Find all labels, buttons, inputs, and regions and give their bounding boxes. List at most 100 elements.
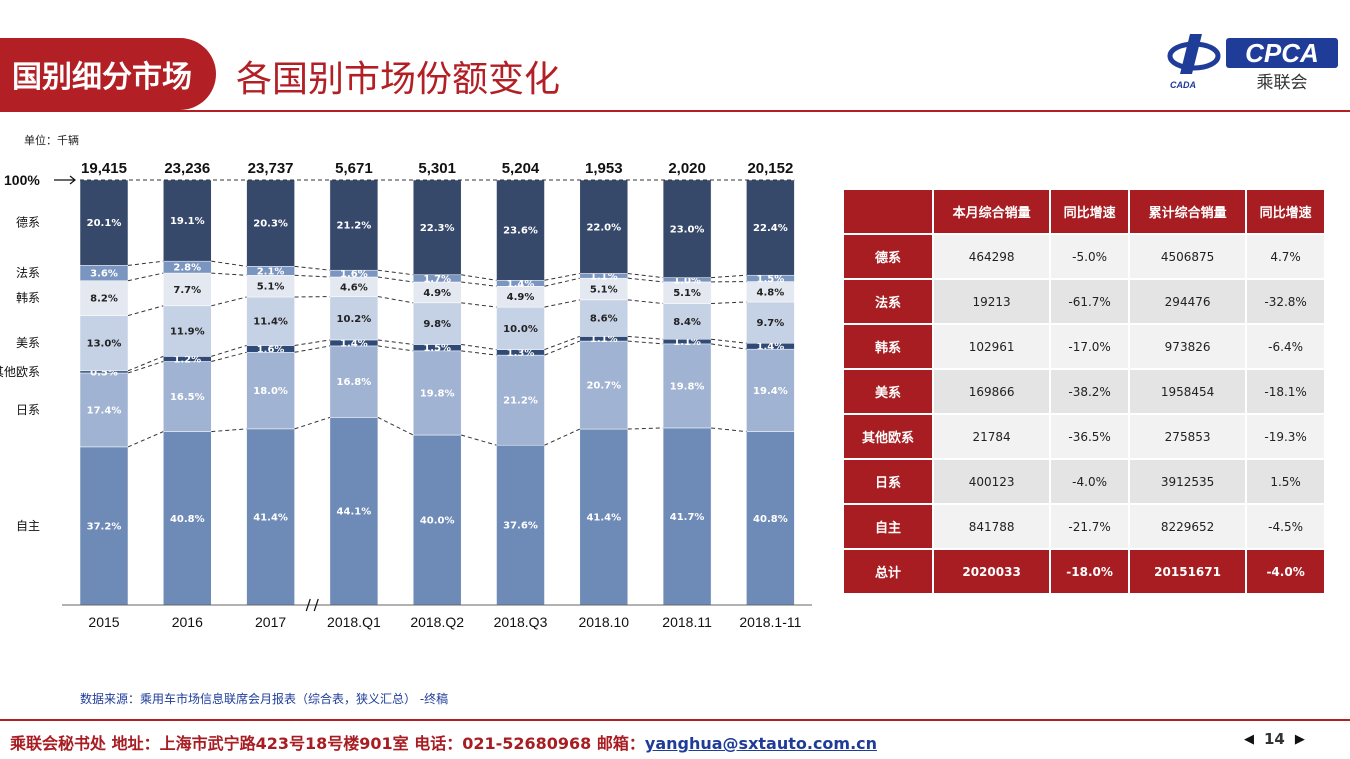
triangle-right-icon[interactable]: ▶ bbox=[1294, 731, 1305, 747]
unit-label: 单位：千辆 bbox=[24, 134, 79, 147]
table-header-cell: 本月综合销量 bbox=[934, 190, 1050, 233]
table-cell: -6.4% bbox=[1247, 325, 1324, 368]
table-cell: -36.5% bbox=[1051, 415, 1128, 458]
data-label: 23.0% bbox=[670, 224, 705, 235]
total-label: 20,152 bbox=[747, 160, 793, 177]
data-label: 1.4% bbox=[507, 279, 535, 290]
x-tick-label: 2018.Q1 bbox=[327, 614, 381, 630]
table-cell: 3912535 bbox=[1129, 460, 1246, 503]
data-label: 11.9% bbox=[170, 327, 205, 338]
bar-segment bbox=[662, 303, 712, 340]
data-label: 5.1% bbox=[673, 288, 701, 299]
table-cell: 21784 bbox=[934, 415, 1050, 458]
connector-line bbox=[711, 343, 747, 350]
data-label: 3.6% bbox=[90, 269, 118, 280]
table-cell: 294476 bbox=[1129, 280, 1246, 323]
connector-line bbox=[461, 350, 497, 356]
triangle-left-icon[interactable]: ◀ bbox=[1244, 731, 1254, 747]
bar-segment bbox=[329, 296, 379, 341]
table-cell: 4.7% bbox=[1247, 235, 1324, 278]
total-label: 23,236 bbox=[164, 160, 210, 177]
data-label: 7.7% bbox=[173, 285, 201, 296]
table-header-cell: 累计综合销量 bbox=[1129, 190, 1246, 233]
table-row: 美系 169866 -38.2% 1958454 -18.1% bbox=[844, 370, 1324, 413]
connector-line bbox=[377, 269, 414, 276]
section-tab: 国别细分市场 bbox=[0, 38, 216, 110]
connector-line bbox=[377, 339, 414, 345]
data-label: 44.1% bbox=[337, 507, 372, 518]
logo-small-text: CADA bbox=[1170, 80, 1196, 90]
data-label: 10.2% bbox=[337, 314, 372, 325]
bar-segment bbox=[496, 444, 545, 606]
connector-line bbox=[711, 274, 747, 279]
data-label: 1.7% bbox=[423, 274, 451, 285]
bar-segment bbox=[246, 179, 295, 267]
table-cell: -38.2% bbox=[1051, 370, 1128, 413]
bar-segment bbox=[329, 345, 379, 418]
connector-line bbox=[127, 360, 164, 374]
table-cell: 400123 bbox=[934, 460, 1050, 503]
data-label: 37.6% bbox=[503, 521, 538, 532]
data-label: 2.1% bbox=[257, 266, 285, 277]
data-label: 4.6% bbox=[340, 282, 368, 293]
series-label: 韩系 bbox=[16, 290, 40, 305]
series-label: 美系 bbox=[16, 336, 40, 350]
data-label: 37.2% bbox=[87, 521, 122, 532]
connector-line bbox=[544, 299, 580, 308]
connector-line bbox=[461, 281, 497, 287]
connector-line bbox=[127, 305, 164, 317]
bar-segment bbox=[579, 340, 629, 430]
page-number: 14 bbox=[1264, 730, 1285, 748]
connector-line bbox=[711, 301, 747, 305]
table-header-cell: 同比增速 bbox=[1247, 190, 1324, 233]
connector-line bbox=[377, 276, 414, 283]
pagination: ◀ 14 ▶ bbox=[1244, 730, 1305, 748]
data-label: 8.2% bbox=[90, 294, 118, 305]
table-cell: -5.0% bbox=[1051, 235, 1128, 278]
bar-segment bbox=[662, 427, 712, 606]
bar-segment bbox=[496, 354, 545, 446]
footer-contact: 乘联会秘书处 地址：上海市武宁路423号18号楼901室 电话：021-5268… bbox=[10, 730, 877, 754]
table-row: 日系 400123 -4.0% 3912535 1.5% bbox=[844, 460, 1324, 503]
data-label: 23.6% bbox=[503, 226, 538, 237]
data-label: 1.6% bbox=[340, 269, 368, 280]
data-label: 9.8% bbox=[423, 319, 451, 330]
connector-line bbox=[127, 260, 164, 266]
data-label: 1.5% bbox=[423, 343, 451, 354]
stacked-share-chart: 37.2% 17.4% 0.5% 13.0% 8.2% 3.6% 20.1% 19,415 20… bbox=[0, 160, 812, 630]
table-cell: -19.3% bbox=[1247, 415, 1324, 458]
bar-segment bbox=[246, 352, 295, 430]
bar-segment bbox=[496, 179, 545, 281]
bar-segment bbox=[579, 428, 629, 606]
connector-line bbox=[627, 335, 664, 340]
data-label: 1.4% bbox=[340, 338, 368, 349]
connector-line bbox=[627, 277, 664, 283]
connector-line bbox=[211, 260, 247, 267]
connector-line bbox=[627, 299, 664, 305]
connector-line bbox=[377, 296, 414, 304]
data-label: 41.7% bbox=[670, 512, 705, 523]
email-link[interactable]: yanghua@sxtauto.com.cn bbox=[644, 734, 878, 753]
data-label: 8.6% bbox=[590, 314, 618, 325]
sales-table: 本月综合销量 同比增速 累计综合销量 同比增速 德系 464298 -5.0% … bbox=[842, 188, 1326, 595]
connector-line bbox=[627, 427, 664, 430]
table-cell: 20151671 bbox=[1129, 550, 1246, 593]
x-tick-label: 2016 bbox=[172, 614, 203, 630]
table-cell: -4.5% bbox=[1247, 505, 1324, 548]
connector-line bbox=[377, 416, 414, 436]
series-label: 自主 bbox=[16, 519, 40, 533]
series-label: 法系 bbox=[16, 266, 40, 280]
row-label: 法系 bbox=[844, 280, 932, 323]
data-label: 20.1% bbox=[87, 218, 122, 229]
total-label: 5,204 bbox=[502, 160, 540, 177]
table-cell: 464298 bbox=[934, 235, 1050, 278]
bar-segment bbox=[163, 272, 212, 307]
table-row: 自主 841788 -21.7% 8229652 -4.5% bbox=[844, 505, 1324, 548]
connector-line bbox=[544, 277, 580, 287]
data-label: 20.3% bbox=[253, 219, 288, 230]
footer-divider bbox=[0, 719, 1350, 721]
table-row: 德系 464298 -5.0% 4506875 4.7% bbox=[844, 235, 1324, 278]
logo-text: CPCA bbox=[1245, 38, 1319, 68]
bar-segment bbox=[746, 431, 795, 606]
row-label: 韩系 bbox=[844, 325, 932, 368]
